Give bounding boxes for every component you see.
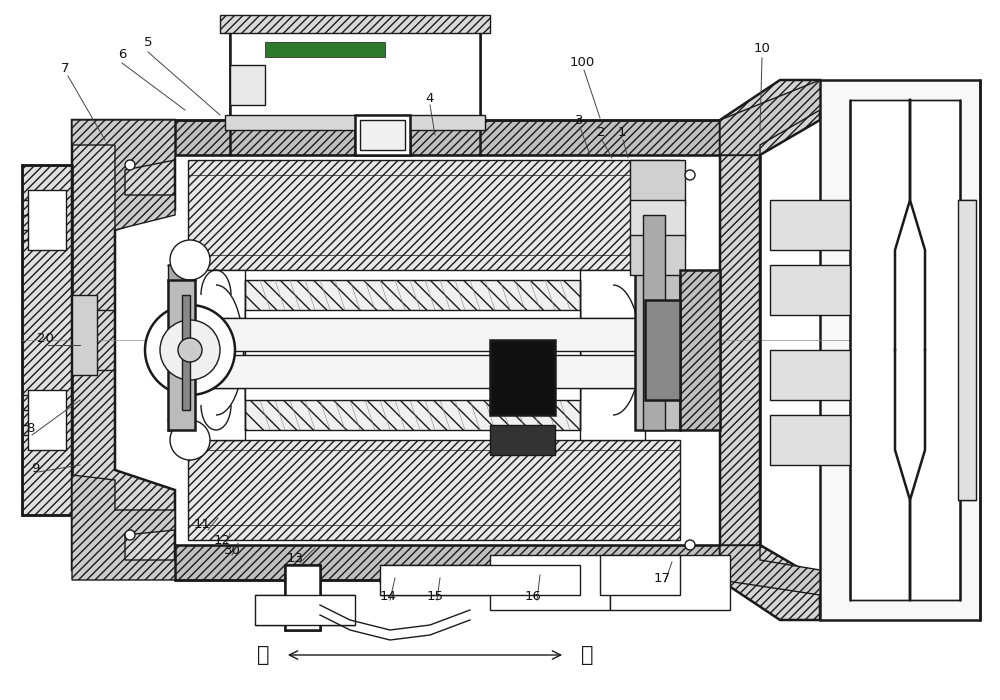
- Text: 3: 3: [575, 113, 583, 127]
- Circle shape: [145, 305, 235, 395]
- Polygon shape: [630, 235, 685, 275]
- Circle shape: [125, 530, 135, 540]
- Text: 20: 20: [37, 332, 53, 344]
- Polygon shape: [820, 80, 980, 620]
- Text: 13: 13: [287, 552, 304, 564]
- Circle shape: [685, 170, 695, 180]
- Polygon shape: [680, 270, 720, 430]
- Text: 10: 10: [754, 41, 770, 55]
- Polygon shape: [72, 475, 175, 580]
- Bar: [255, 595, 355, 625]
- Polygon shape: [245, 310, 580, 400]
- Polygon shape: [245, 280, 580, 430]
- Bar: [72, 295, 97, 375]
- Circle shape: [170, 240, 210, 280]
- Text: 11: 11: [194, 519, 210, 531]
- Bar: [285, 565, 320, 630]
- Text: 后: 后: [581, 645, 593, 665]
- Polygon shape: [580, 270, 645, 440]
- Bar: [770, 200, 850, 250]
- Text: 2: 2: [597, 127, 605, 139]
- Bar: [168, 265, 188, 420]
- Bar: [600, 555, 680, 595]
- Bar: [230, 30, 480, 120]
- Bar: [958, 200, 976, 500]
- Circle shape: [170, 420, 210, 460]
- Bar: [643, 215, 665, 430]
- Text: 17: 17: [654, 571, 670, 584]
- Bar: [28, 390, 66, 450]
- Bar: [770, 265, 850, 315]
- Bar: [225, 115, 485, 130]
- Bar: [770, 350, 850, 400]
- Polygon shape: [630, 160, 685, 205]
- Bar: [175, 318, 720, 351]
- Bar: [380, 565, 580, 595]
- Bar: [610, 555, 730, 610]
- Bar: [490, 340, 555, 415]
- Bar: [175, 355, 720, 388]
- Circle shape: [160, 320, 220, 380]
- Polygon shape: [175, 545, 720, 580]
- Text: 14: 14: [380, 589, 396, 603]
- Polygon shape: [850, 100, 960, 600]
- Text: 8: 8: [26, 421, 34, 435]
- Polygon shape: [175, 120, 720, 155]
- Bar: [230, 65, 265, 105]
- Polygon shape: [72, 120, 175, 230]
- Bar: [28, 190, 66, 250]
- Polygon shape: [630, 200, 685, 240]
- Bar: [490, 425, 555, 455]
- Bar: [360, 120, 405, 150]
- Circle shape: [125, 160, 135, 170]
- Bar: [770, 415, 850, 465]
- Polygon shape: [22, 165, 72, 515]
- Text: 30: 30: [224, 543, 240, 556]
- Polygon shape: [188, 440, 680, 540]
- Bar: [355, 115, 410, 155]
- Circle shape: [685, 540, 695, 550]
- Text: 15: 15: [426, 589, 444, 603]
- Bar: [220, 15, 490, 33]
- Bar: [182, 295, 190, 410]
- Circle shape: [178, 338, 202, 362]
- Polygon shape: [720, 545, 820, 595]
- Polygon shape: [188, 160, 680, 270]
- Text: 7: 7: [61, 62, 69, 74]
- Text: 5: 5: [144, 36, 152, 48]
- Polygon shape: [188, 270, 245, 440]
- Bar: [265, 42, 385, 57]
- Text: 前: 前: [257, 645, 269, 665]
- Text: 12: 12: [214, 533, 230, 547]
- Bar: [490, 555, 610, 610]
- Polygon shape: [720, 80, 820, 620]
- Text: 9: 9: [31, 461, 39, 475]
- Polygon shape: [72, 120, 175, 570]
- Text: 6: 6: [118, 48, 126, 62]
- Text: 100: 100: [569, 57, 595, 69]
- Polygon shape: [168, 280, 195, 430]
- Text: 16: 16: [525, 589, 541, 603]
- Text: 4: 4: [426, 92, 434, 104]
- Bar: [645, 300, 680, 400]
- Polygon shape: [720, 80, 820, 155]
- Text: 1: 1: [618, 127, 626, 139]
- Polygon shape: [635, 200, 680, 430]
